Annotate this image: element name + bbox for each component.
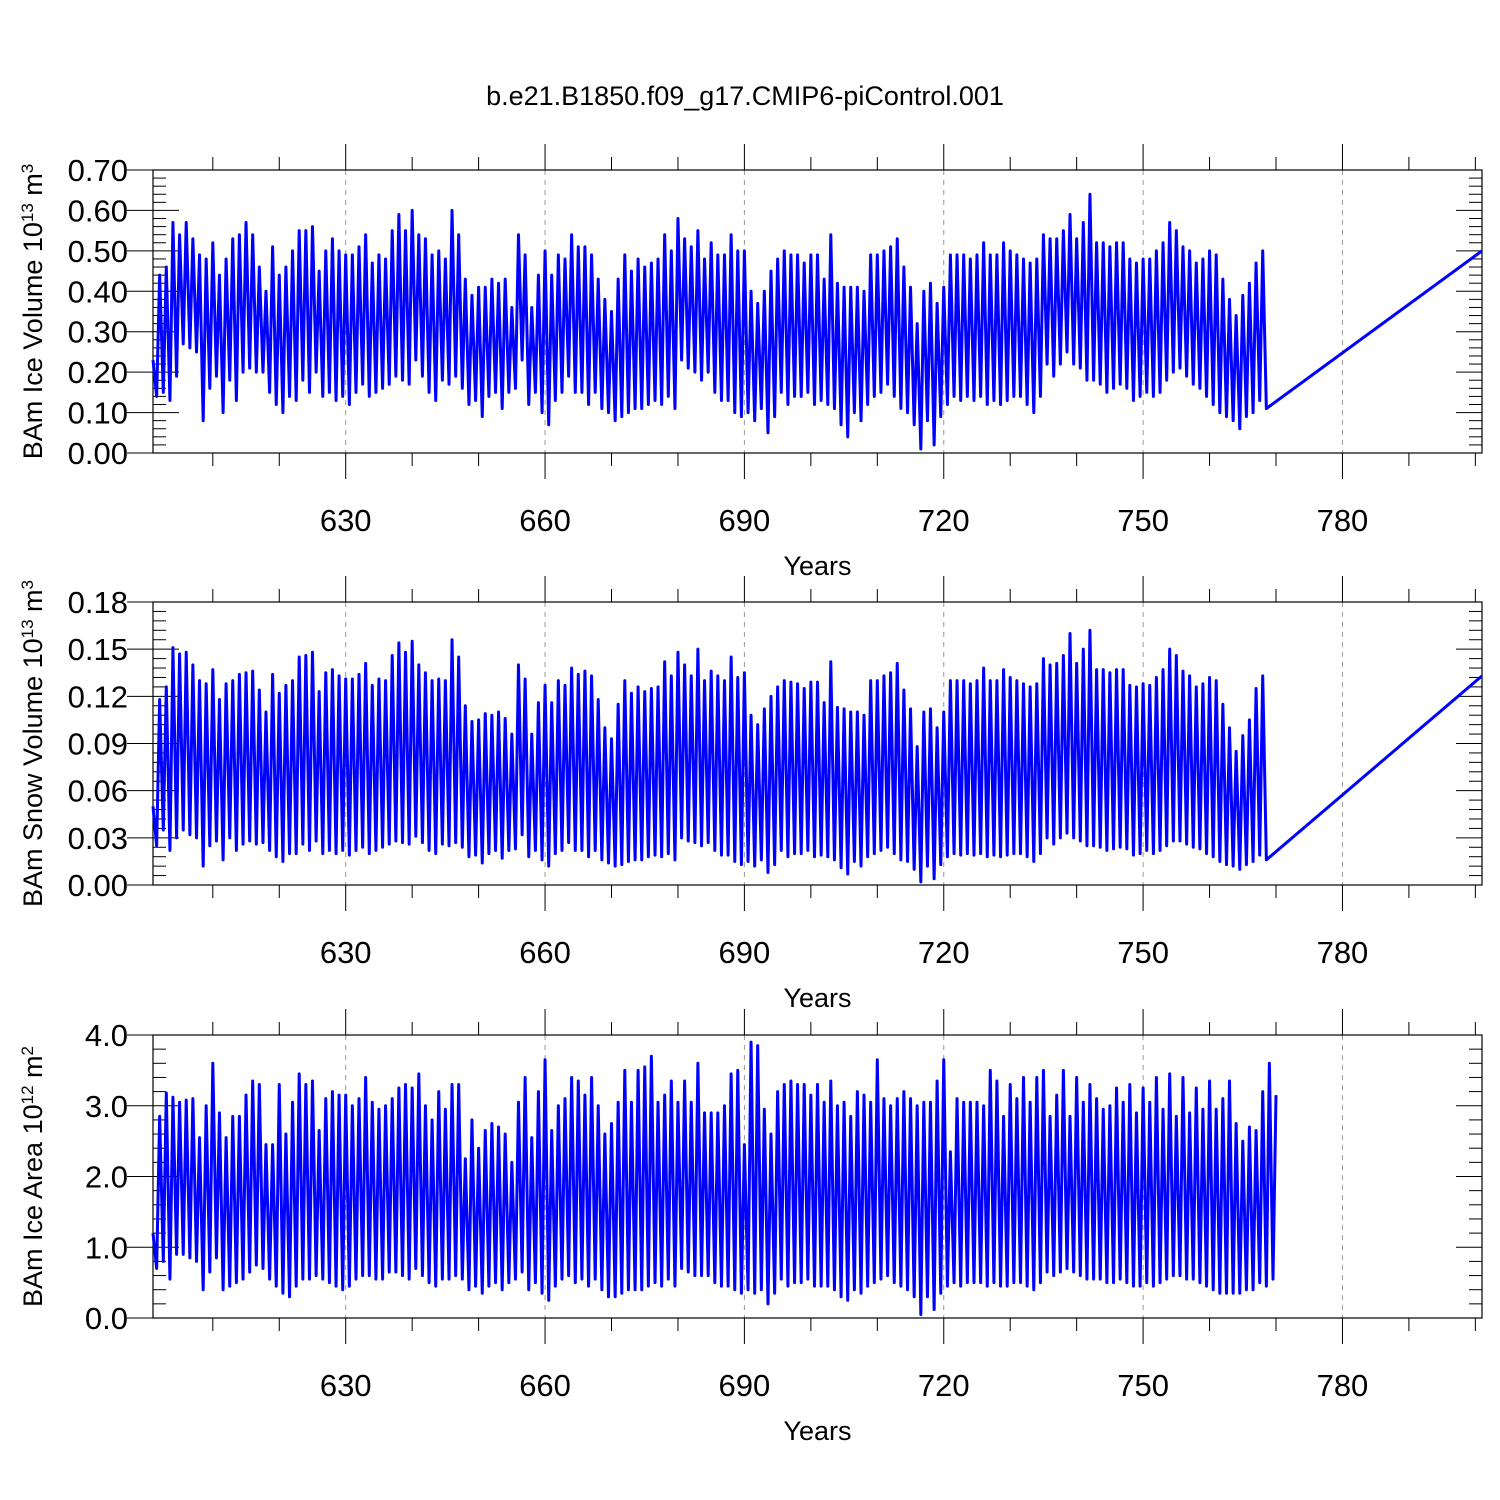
x-axis-label: Years [783,983,851,1013]
y-tick-label: 2.0 [85,1160,128,1195]
y-axis-label-superscript: 3 [18,164,37,173]
y-tick-label: 0.0 [85,1301,128,1336]
x-axis-label: Years [783,551,851,581]
y-tick-label: 0.20 [68,355,128,390]
y-tick-label: 0.10 [68,396,128,431]
x-tick-label: 720 [918,935,970,970]
x-tick-label: 690 [719,503,771,538]
y-tick-label: 0.15 [68,632,128,667]
y-tick-label: 0.18 [68,585,128,620]
y-tick-label: 0.09 [68,727,128,762]
y-axis-label: BAm Ice Area 1012 m2 [18,1046,49,1307]
y-axis-label-text: BAm Ice Area 10 [18,1104,48,1307]
x-tick-label: 660 [519,1368,571,1403]
y-axis-label-superscript: 13 [18,203,37,222]
y-axis-label-text: m [18,589,48,619]
y-tick-label: 0.12 [68,679,128,714]
y-tick-label: 0.70 [68,153,128,188]
y-tick-label: 3.0 [85,1089,128,1124]
x-axis-label: Years [783,1416,851,1446]
x-tick-label: 660 [519,935,571,970]
y-tick-label: 0.50 [68,234,128,269]
x-tick-label: 750 [1117,503,1169,538]
series-line [151,628,1483,884]
panel-3: 0.0 1.0 2.0 3.0 4.0 630 660 690 720 750 780 Years BA… [18,1009,1483,1446]
x-tick-label: 750 [1117,935,1169,970]
plot-frame [152,169,1483,454]
y-tick-label: 0.40 [68,274,128,309]
y-axis-label-superscript: 13 [18,619,37,638]
x-tick-label: 630 [320,503,372,538]
y-axis-label-text: m [18,173,48,203]
series-line [151,1040,1278,1316]
y-axis-label-superscript: 2 [18,1046,37,1055]
y-tick-label: 0.06 [68,774,128,809]
y-axis-label-text: BAm Snow Volume 10 [18,638,48,907]
x-tick-label: 720 [918,503,970,538]
y-axis-label: BAm Snow Volume 1013 m3 [18,580,49,907]
x-tick-label: 630 [320,935,372,970]
x-tick-label: 720 [918,1368,970,1403]
panel-1: 0.00 0.10 0.20 0.30 0.40 0.50 0.60 0.70 630 660 69… [18,144,1483,581]
x-tick-label: 690 [719,935,771,970]
y-tick-label: 0.30 [68,315,128,350]
x-tick-label: 780 [1317,935,1369,970]
y-tick-label: 0.60 [68,193,128,228]
y-tick-label: 4.0 [85,1018,128,1053]
x-tick-label: 690 [719,1368,771,1403]
x-tick-label: 780 [1317,1368,1369,1403]
y-axis-label-text: BAm Ice Volume 10 [18,222,48,459]
y-tick-label: 0.03 [68,821,128,856]
y-axis-label-superscript: 12 [18,1085,37,1104]
figure-title: b.e21.B1850.f09_g17.CMIP6-piControl.001 [486,81,1004,111]
x-tick-label: 660 [519,503,571,538]
y-axis-label-superscript: 3 [18,580,37,589]
y-axis-label-text: m [18,1055,48,1085]
series-line [151,192,1483,451]
y-axis-label: BAm Ice Volume 1013 m3 [18,164,49,460]
y-tick-label: 1.0 [85,1230,128,1265]
x-tick-label: 750 [1117,1368,1169,1403]
y-tick-label: 0.00 [68,868,128,903]
panel-2: 0.00 0.03 0.06 0.09 0.12 0.15 0.18 630 660 690 720… [18,576,1483,1013]
x-tick-label: 630 [320,1368,372,1403]
y-tick-label: 0.00 [68,436,128,471]
x-tick-label: 780 [1317,503,1369,538]
